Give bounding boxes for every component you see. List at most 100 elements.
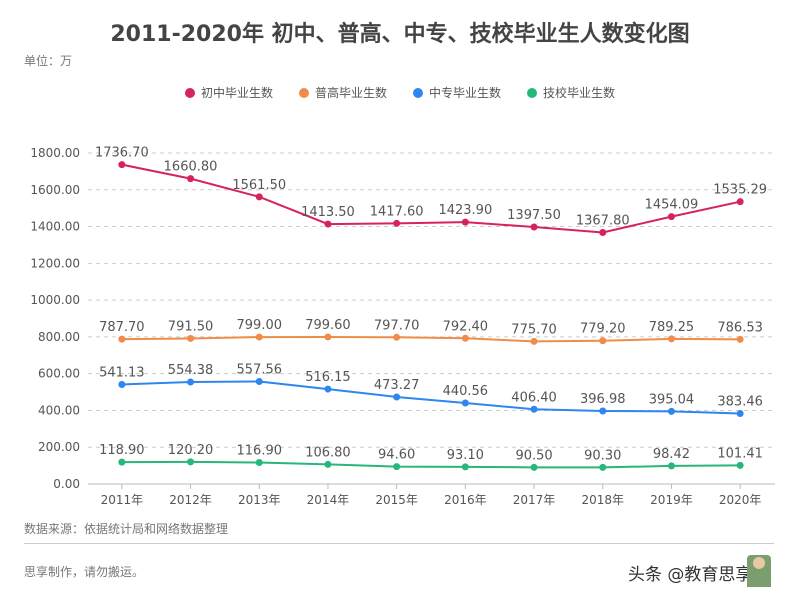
series-line <box>121 335 741 343</box>
data-label: 440.56 <box>443 384 489 399</box>
data-label: 1561.50 <box>232 178 286 193</box>
data-point <box>599 463 607 471</box>
divider <box>24 543 774 544</box>
data-label: 1417.60 <box>370 204 424 219</box>
legend: 初中毕业生数 普高毕业生数 中专毕业生数 技校毕业生数 <box>0 84 800 101</box>
x-tick-label: 2013年 <box>238 493 281 507</box>
y-tick-label: 1200.00 <box>30 256 80 270</box>
data-point <box>667 462 675 470</box>
data-point <box>736 461 744 469</box>
data-point <box>118 335 126 343</box>
y-tick-label: 400.00 <box>38 403 80 417</box>
data-label: 1397.50 <box>507 208 561 223</box>
data-point <box>324 460 332 468</box>
data-label: 396.98 <box>580 392 626 407</box>
data-label: 799.60 <box>305 318 351 333</box>
unit-label: 单位：万 <box>24 54 73 68</box>
data-point <box>187 458 195 466</box>
data-label: 93.10 <box>447 448 484 463</box>
legend-item[interactable]: 初中毕业生数 <box>184 84 273 101</box>
legend-label: 初中毕业生数 <box>200 86 273 100</box>
legend-marker-icon <box>527 87 538 98</box>
x-tick-label: 2019年 <box>650 493 693 507</box>
y-tick-label: 1000.00 <box>30 293 80 307</box>
data-point <box>393 333 401 341</box>
y-tick-label: 800.00 <box>38 330 80 344</box>
y-tick-label: 200.00 <box>38 440 80 454</box>
data-label: 106.80 <box>305 445 351 460</box>
y-tick-label: 1400.00 <box>30 220 80 234</box>
x-tick-label: 2017年 <box>513 493 556 507</box>
y-tick-label: 1600.00 <box>30 183 80 197</box>
data-point <box>393 393 401 401</box>
data-source: 数据来源：依据统计局和网络数据整理 <box>24 522 229 536</box>
data-point <box>393 219 401 227</box>
data-label: 792.40 <box>443 319 489 334</box>
legend-label: 中专毕业生数 <box>429 86 502 100</box>
data-label: 1454.09 <box>645 198 699 213</box>
data-label: 799.00 <box>237 318 283 333</box>
data-label: 116.90 <box>237 444 283 459</box>
data-label: 1367.80 <box>576 213 630 228</box>
y-tick-label: 1800.00 <box>30 146 80 160</box>
avatar <box>747 555 771 587</box>
data-point <box>461 334 469 342</box>
x-tick-label: 2020年 <box>719 493 762 507</box>
data-point <box>255 459 263 467</box>
data-label: 1413.50 <box>301 205 355 220</box>
data-label: 787.70 <box>99 320 145 335</box>
data-point <box>118 380 126 388</box>
data-point <box>599 407 607 415</box>
legend-marker-icon <box>413 87 423 98</box>
data-point <box>118 161 126 169</box>
x-tick-label: 2015年 <box>375 493 418 507</box>
series-line <box>121 460 741 469</box>
data-point <box>461 218 469 226</box>
data-point <box>461 463 469 471</box>
data-label: 90.50 <box>515 448 552 463</box>
data-point <box>530 405 538 413</box>
data-point <box>667 407 675 415</box>
data-label: 406.40 <box>511 390 557 405</box>
legend-item[interactable]: 技校毕业生数 <box>527 84 615 101</box>
data-point <box>599 228 607 236</box>
legend-item[interactable]: 中专毕业生数 <box>413 84 501 101</box>
legend-label: 普高毕业生数 <box>314 86 387 100</box>
data-point <box>530 463 538 471</box>
data-label: 90.30 <box>584 448 621 463</box>
data-label: 1535.29 <box>713 183 767 198</box>
y-tick-label: 0.00 <box>53 477 80 491</box>
data-point <box>736 198 744 206</box>
legend-marker-icon <box>298 87 309 98</box>
x-tick-label: 2018年 <box>581 493 624 507</box>
data-point <box>736 409 744 417</box>
data-point <box>667 335 675 343</box>
data-label: 516.15 <box>305 370 351 385</box>
data-point <box>187 175 195 183</box>
credit-note: 思享制作，请勿搬运。 <box>24 565 145 579</box>
data-label: 94.60 <box>378 448 415 463</box>
data-label: 797.70 <box>374 318 420 333</box>
data-point <box>255 333 263 341</box>
data-label: 557.56 <box>237 362 283 377</box>
data-point <box>599 337 607 345</box>
data-label: 1660.80 <box>164 160 218 175</box>
legend-item[interactable]: 普高毕业生数 <box>298 84 387 101</box>
x-tick-label: 2011年 <box>101 493 144 507</box>
data-point <box>324 385 332 393</box>
data-label: 554.38 <box>168 363 214 378</box>
data-point <box>187 334 195 342</box>
data-point <box>187 378 195 386</box>
chart-title: 2011-2020年 初中、普高、中专、技校毕业生人数变化图 <box>110 22 690 47</box>
data-label: 98.42 <box>653 447 690 462</box>
data-label: 779.20 <box>580 322 626 337</box>
data-label: 473.27 <box>374 378 420 393</box>
data-point <box>736 335 744 343</box>
legend-marker-icon <box>184 87 195 98</box>
data-point <box>118 458 126 466</box>
data-point <box>461 399 469 407</box>
data-point <box>393 463 401 471</box>
legend-label: 技校毕业生数 <box>543 86 616 100</box>
data-label: 541.13 <box>99 365 145 380</box>
